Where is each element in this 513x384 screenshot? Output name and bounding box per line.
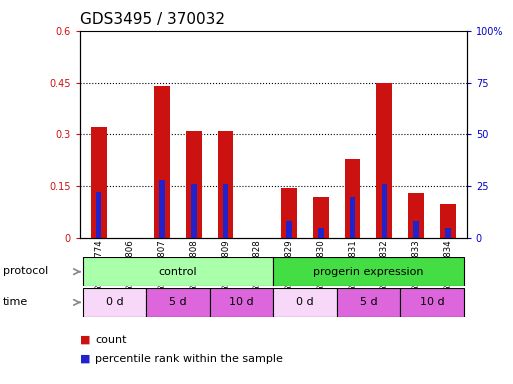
Bar <box>408 193 424 238</box>
Bar <box>159 180 165 238</box>
Bar <box>440 204 456 238</box>
Bar <box>191 184 196 238</box>
Text: ■: ■ <box>80 335 90 345</box>
Bar <box>281 188 297 238</box>
Bar <box>400 288 464 317</box>
Text: GDS3495 / 370032: GDS3495 / 370032 <box>80 12 225 27</box>
Text: 10 d: 10 d <box>229 297 254 308</box>
Text: 10 d: 10 d <box>420 297 444 308</box>
Bar <box>146 288 210 317</box>
Bar <box>337 288 400 317</box>
Bar <box>83 288 146 317</box>
Bar <box>218 131 233 238</box>
Text: ■: ■ <box>80 354 90 364</box>
Bar <box>273 257 464 286</box>
Bar <box>210 288 273 317</box>
Text: protocol: protocol <box>3 266 48 276</box>
Text: control: control <box>159 266 197 277</box>
Bar <box>382 184 387 238</box>
Text: progerin expression: progerin expression <box>313 266 424 277</box>
Text: 0 d: 0 d <box>106 297 123 308</box>
Bar <box>318 228 324 238</box>
Bar <box>91 127 107 238</box>
Bar <box>377 83 392 238</box>
Text: 5 d: 5 d <box>169 297 187 308</box>
Bar <box>445 228 450 238</box>
Text: 5 d: 5 d <box>360 297 377 308</box>
Text: count: count <box>95 335 126 345</box>
Text: time: time <box>3 297 28 307</box>
Bar <box>345 159 361 238</box>
Bar <box>286 222 292 238</box>
Bar <box>83 257 273 286</box>
Bar <box>154 86 170 238</box>
Bar <box>313 197 329 238</box>
Text: percentile rank within the sample: percentile rank within the sample <box>95 354 283 364</box>
Bar <box>223 184 228 238</box>
Bar <box>273 288 337 317</box>
Bar <box>96 192 102 238</box>
Text: 0 d: 0 d <box>296 297 314 308</box>
Bar <box>186 131 202 238</box>
Bar <box>413 222 419 238</box>
Bar <box>350 197 356 238</box>
